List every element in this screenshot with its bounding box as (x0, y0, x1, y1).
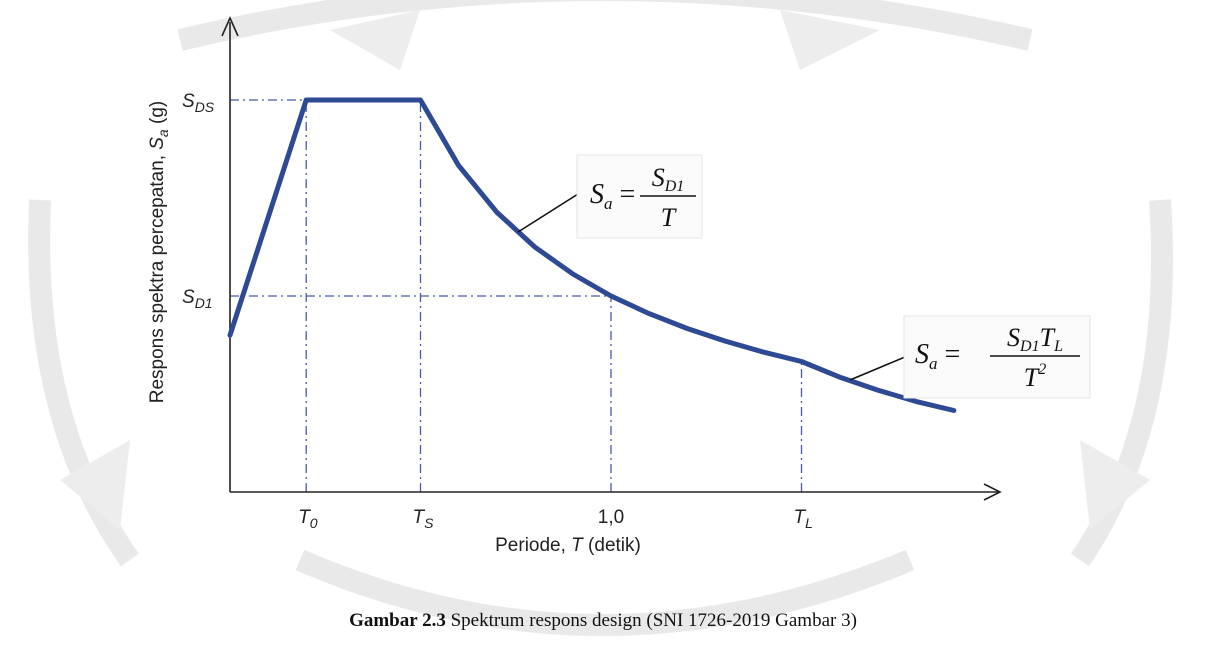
caption-text: Spektrum respons design (SNI 1726-2019 G… (445, 610, 857, 631)
formula-1-box: Sa = SD1 T (576, 154, 703, 239)
x-axis-arrow (983, 483, 1002, 501)
spectrum-curve (227, 97, 957, 413)
x-tick-TL: TL (794, 507, 813, 531)
formula-1-lhs: Sa = (590, 179, 635, 213)
y-tick-labels: SDS SD1 (182, 91, 215, 311)
y-tick-SDS: SDS (182, 91, 215, 115)
guide-lines (230, 99, 803, 492)
formula-2-numerator: SD1TL (1007, 323, 1063, 355)
formula-2-denominator: T2 (1024, 361, 1046, 392)
formula-2-leader (849, 356, 906, 381)
x-tick-one: 1,0 (598, 507, 624, 528)
x-tick-TS: TS (413, 507, 435, 531)
formula-1-numerator: SD1 (652, 163, 685, 195)
y-axis-arrow (221, 16, 239, 37)
y-axis-label: Respons spektra percepatan, Sa (g) (147, 101, 171, 403)
caption-prefix: Gambar 2.3 (349, 610, 446, 631)
y-tick-SD1: SD1 (182, 287, 213, 311)
formula-1-leader (517, 193, 579, 233)
x-tick-labels: T0 TS 1,0 TL (298, 507, 813, 531)
x-tick-T0: T0 (298, 507, 318, 531)
x-axis-label: Periode, T (detik) (495, 535, 641, 556)
formula-2-lhs: Sa = (915, 339, 960, 373)
figure-caption: Gambar 2.3 Spektrum respons design (SNI … (0, 610, 1206, 632)
formula-2-box: Sa = SD1TL T2 (903, 315, 1091, 399)
formula-1-denominator: T (661, 203, 677, 232)
